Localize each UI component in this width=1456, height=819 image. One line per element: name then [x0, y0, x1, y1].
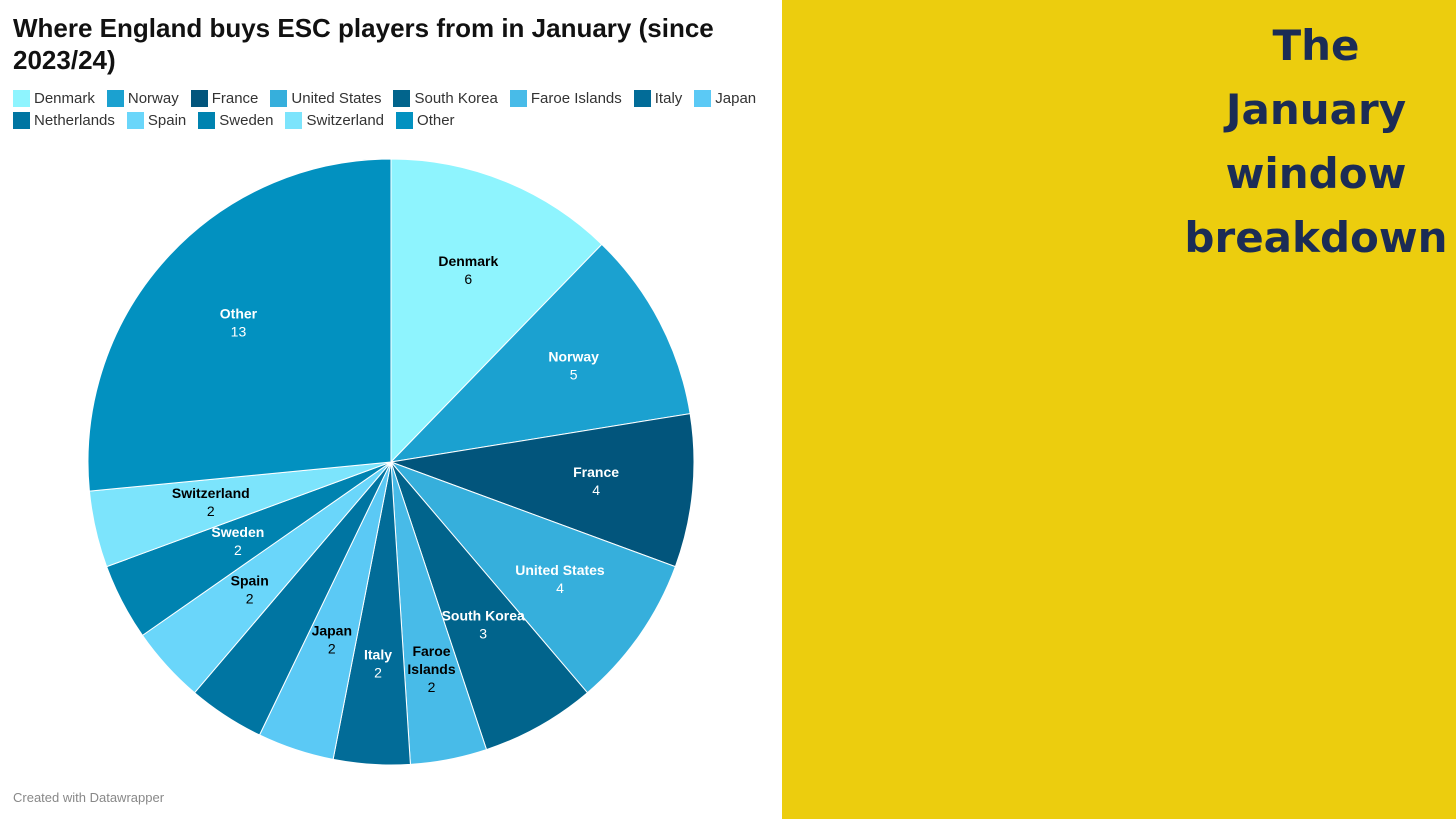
- chart-title: Where England buys ESC players from in J…: [13, 13, 714, 75]
- legend-item: Switzerland: [285, 111, 384, 129]
- side-heading: The January window breakdown: [1176, 14, 1456, 270]
- legend-item: Italy: [633, 89, 683, 107]
- legend-label: Switzerland: [306, 111, 385, 129]
- slice-value-label: 2: [207, 503, 215, 519]
- slice-value-label: 5: [570, 367, 578, 383]
- legend-swatch: [106, 89, 124, 107]
- legend-label: France: [211, 89, 259, 107]
- slice-label: Denmark: [438, 253, 498, 269]
- chart-legend: Denmark Norway France United States South Ko…: [13, 89, 778, 129]
- legend-swatch: [393, 89, 411, 107]
- slice-label: Switzerland: [172, 485, 250, 501]
- slice-label: Japan: [312, 622, 352, 638]
- legend-item: United States: [270, 89, 381, 107]
- legend-item: Sweden: [198, 111, 273, 129]
- legend-label: Japan: [715, 89, 757, 107]
- legend-item: Norway: [106, 89, 179, 107]
- pie-slice: [389, 460, 676, 694]
- slice-value-label: 4: [592, 482, 600, 498]
- chart-panel: Where England buys ESC players from in J…: [13, 13, 778, 805]
- slice-label: Faroe: [412, 643, 450, 659]
- slice-value-label: 2: [374, 665, 382, 681]
- legend-swatch: [13, 111, 30, 129]
- side-heading-line: window: [1225, 149, 1407, 198]
- legend-item: Netherlands: [13, 111, 115, 129]
- pie-slice: [87, 158, 392, 492]
- pie-chart: Denmark 6 Norway 5 France 4 United States 4 Sout…: [87, 158, 695, 766]
- legend-label: South Korea: [414, 89, 498, 107]
- legend-swatch: [126, 111, 144, 129]
- side-heading-line: breakdown: [1184, 213, 1448, 262]
- slice-label: South Korea: [442, 608, 525, 624]
- slice-label: Norway: [548, 349, 599, 365]
- slice-label: Other: [220, 305, 258, 321]
- legend-swatch: [633, 89, 651, 107]
- slice-value-label: 2: [428, 679, 436, 695]
- slice-label: Spain: [231, 572, 269, 588]
- slice-label: Sweden: [211, 524, 264, 540]
- legend-swatch: [509, 89, 527, 107]
- slice-label: United States: [515, 562, 605, 578]
- datawrapper-credit: Created with Datawrapper: [13, 790, 165, 805]
- legend-label: Italy: [654, 89, 683, 107]
- yellow-side-panel: [782, 0, 1456, 819]
- slice-value-label: 2: [328, 640, 336, 656]
- legend-label: Denmark: [34, 89, 95, 107]
- slice-value-label: 4: [556, 580, 564, 596]
- legend-swatch: [270, 89, 288, 107]
- slice-label: Islands: [407, 661, 455, 677]
- legend-item: Other: [396, 111, 455, 129]
- legend-swatch: [396, 111, 414, 129]
- legend-label: Spain: [147, 111, 187, 129]
- legend-item: South Korea: [393, 89, 498, 107]
- slice-label: Italy: [364, 647, 392, 663]
- side-heading-line: The: [1272, 21, 1360, 70]
- slice-label: France: [573, 464, 619, 480]
- slice-value-label: 3: [479, 626, 487, 642]
- legend-label: Netherlands: [34, 111, 115, 129]
- legend-swatch: [13, 89, 30, 107]
- pie-slice: [390, 158, 603, 464]
- legend-swatch: [694, 89, 712, 107]
- side-heading-line: January: [1225, 85, 1407, 134]
- pie-slice: [389, 413, 695, 568]
- slice-value-label: 2: [246, 590, 254, 606]
- legend-item: Spain: [126, 111, 187, 129]
- pie-slice: [389, 243, 691, 463]
- legend-swatch: [190, 89, 208, 107]
- legend-label: Faroe Islands: [530, 89, 622, 107]
- legend-label: Norway: [127, 89, 179, 107]
- slice-value-label: 6: [464, 271, 472, 287]
- slice-value-label: 2: [234, 542, 242, 558]
- legend-label: Sweden: [219, 111, 274, 129]
- legend-item: Denmark: [13, 89, 95, 107]
- legend-item: Faroe Islands: [509, 89, 622, 107]
- legend-label: United States: [291, 89, 382, 107]
- legend-item: Japan: [694, 89, 756, 107]
- legend-item: France: [190, 89, 259, 107]
- legend-label: Other: [417, 111, 455, 129]
- legend-swatch: [198, 111, 216, 129]
- pie-slice: [390, 461, 589, 751]
- slice-value-label: 13: [231, 323, 247, 339]
- legend-swatch: [285, 111, 303, 129]
